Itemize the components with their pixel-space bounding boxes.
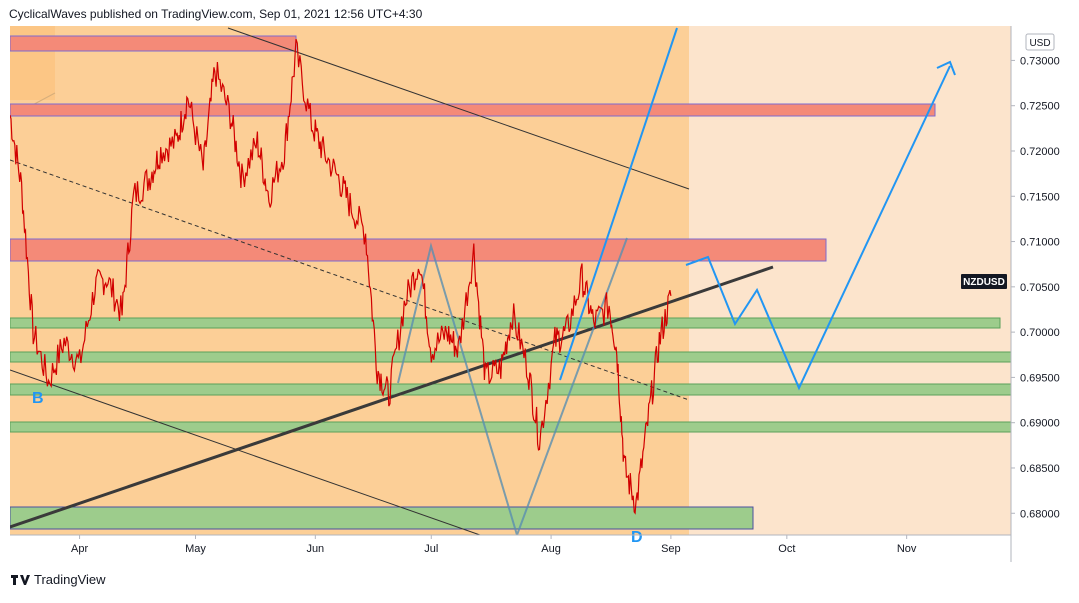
y-tick-label: 0.70500: [1020, 282, 1060, 294]
y-tick-label: 0.68500: [1020, 463, 1060, 475]
y-tick-label: 0.68000: [1020, 508, 1060, 520]
wave-label-d: D: [631, 529, 643, 546]
y-tick-label: 0.72500: [1020, 101, 1060, 113]
red-zone-top: [10, 35, 297, 52]
wave-label-b: B: [32, 390, 44, 407]
projection-steep-line: [559, 27, 678, 381]
channel-upper-line: [227, 27, 690, 190]
green-zone-1: [10, 317, 1001, 329]
y-tick-label: 0.69000: [1020, 418, 1060, 430]
red-zone-upper: [10, 103, 936, 117]
red-zone-middle: [10, 238, 827, 262]
y-tick-label: 0.72000: [1020, 146, 1060, 158]
currency-badge-box: [1025, 33, 1055, 51]
trendline-thick: [10, 265, 774, 529]
y-tick-label: 0.71500: [1020, 191, 1060, 203]
y-tick-label: 0.69500: [1020, 372, 1060, 384]
x-tick-label: Jul: [424, 543, 438, 555]
price-axis[interactable]: 0.73000 0.72500 0.72000 0.71500 0.71000 0.705…: [1011, 55, 1060, 520]
publisher-header: CyclicalWaves published on TradingView.c…: [9, 7, 423, 21]
green-zone-3: [10, 383, 1011, 396]
x-tick-label: Apr: [71, 543, 88, 555]
tradingview-logo-icon: [11, 574, 30, 585]
plot-area: [10, 26, 1011, 535]
symbol-badge-box: [961, 274, 1007, 289]
x-tick-label: May: [185, 543, 206, 555]
y-tick-label: 0.70000: [1020, 327, 1060, 339]
projection-path: [685, 65, 951, 391]
green-zone-4: [10, 421, 1011, 433]
y-tick-label: 0.71000: [1020, 237, 1060, 249]
channel-lower-line: [10, 369, 481, 535]
footer-brand-text: TradingView: [34, 572, 106, 587]
projection-arrowhead: [936, 60, 956, 76]
x-tick-label: Jun: [306, 543, 324, 555]
x-tick-label: Aug: [541, 543, 561, 555]
x-tick-label: Oct: [778, 543, 795, 555]
y-tick-label: 0.73000: [1020, 55, 1060, 67]
footer-brand[interactable]: TradingView: [10, 572, 106, 587]
channel-mid-dashed: [10, 159, 690, 401]
x-tick-label: Sep: [661, 543, 681, 555]
series-price-line: [10, 38, 672, 515]
time-axis[interactable]: Apr May Jun Jul Aug Sep Oct Nov: [71, 535, 917, 555]
green-zone-bottom: [10, 506, 754, 530]
currency-badge: USD: [1029, 38, 1050, 49]
pattern-zigzag: [397, 237, 628, 535]
x-tick-label: Nov: [897, 543, 917, 555]
symbol-badge: NZDUSD: [963, 277, 1005, 288]
